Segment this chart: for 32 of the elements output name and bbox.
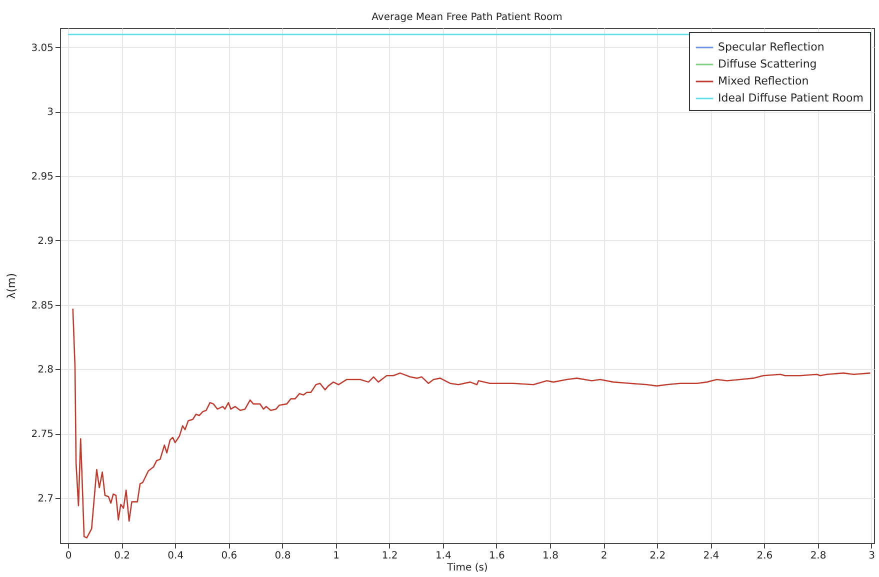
x-tick-label: 0.2 bbox=[114, 550, 130, 562]
y-tick-label: 2.75 bbox=[31, 429, 54, 440]
y-tick-label: 3 bbox=[47, 107, 54, 118]
legend-label: Specular Reflection bbox=[718, 40, 824, 54]
x-tick-label: 2.2 bbox=[650, 550, 666, 562]
y-tick-label: 2.85 bbox=[31, 300, 54, 312]
x-tick-label: 2.6 bbox=[756, 550, 773, 562]
x-tick-label: 2.4 bbox=[703, 550, 720, 562]
y-tick-label: 3.05 bbox=[31, 42, 54, 54]
x-tick-label: 1 bbox=[333, 550, 340, 562]
x-tick-label: 1.6 bbox=[489, 550, 505, 562]
x-tick-label: 2 bbox=[600, 550, 608, 562]
legend-label: Mixed Reflection bbox=[718, 74, 809, 88]
x-tick-label: 3 bbox=[868, 550, 876, 562]
y-tick-label: 2.7 bbox=[38, 493, 54, 504]
y-tick-label: 2.9 bbox=[38, 236, 54, 247]
x-tick-label: 0.6 bbox=[221, 550, 238, 562]
x-tick-label: 0.4 bbox=[168, 550, 184, 562]
x-tick-label: 2.8 bbox=[810, 550, 826, 562]
y-tick-label: 2.95 bbox=[31, 172, 54, 183]
chart-title: Average Mean Free Path Patient Room bbox=[372, 12, 562, 23]
x-tick-label: 1.4 bbox=[435, 550, 452, 562]
line-series bbox=[72, 308, 871, 538]
x-tick-label: 1.8 bbox=[542, 550, 558, 562]
x-tick-label: 1.2 bbox=[382, 550, 398, 562]
x-tick-label: 0 bbox=[65, 550, 72, 562]
y-tick-label: 2.8 bbox=[38, 364, 54, 376]
legend-label: Ideal Diffuse Patient Room bbox=[718, 92, 864, 104]
x-tick-label: 0.8 bbox=[274, 550, 291, 562]
x-axis-title: Time (s) bbox=[446, 562, 488, 574]
y-axis-title: λ(m) bbox=[5, 273, 18, 299]
legend-label: Diffuse Scattering bbox=[718, 58, 817, 70]
